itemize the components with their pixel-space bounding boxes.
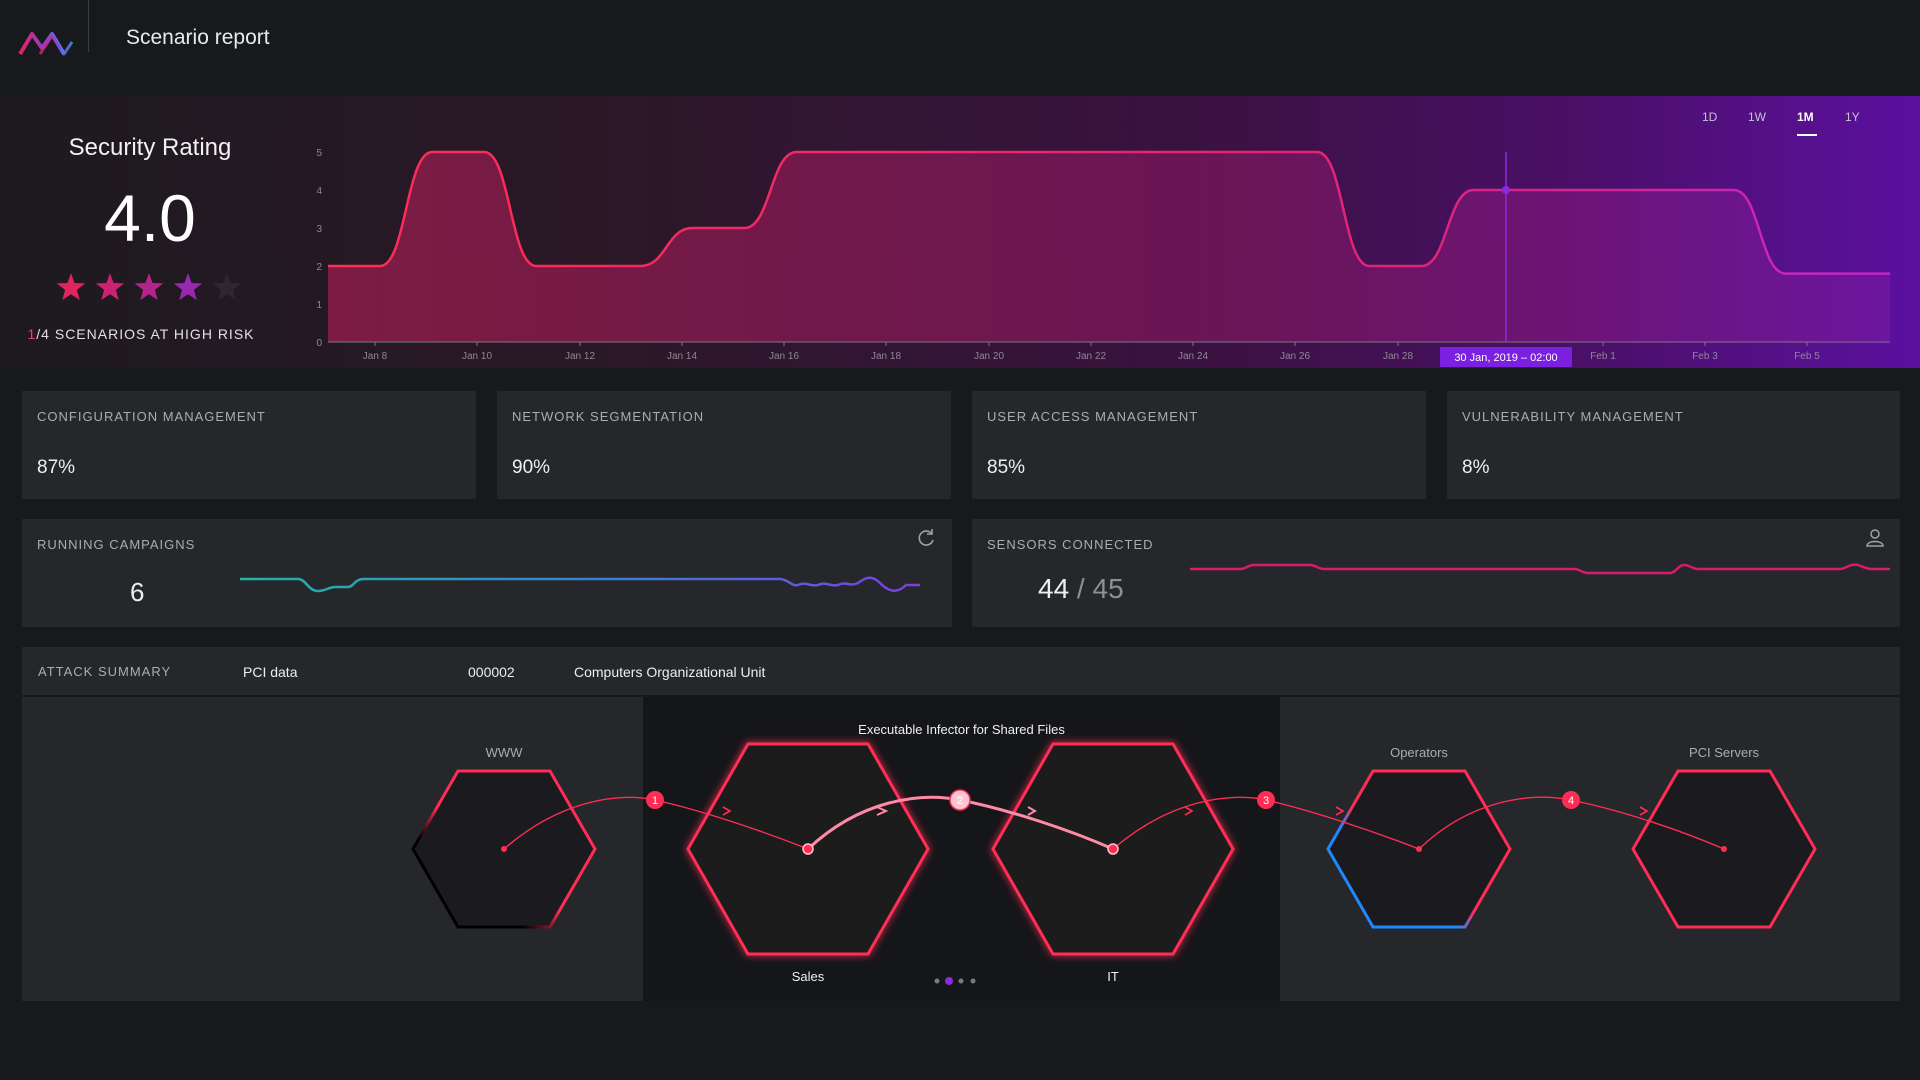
node-label-operators[interactable]: Operators — [1390, 745, 1448, 760]
sensors-label: SENSORS CONNECTED — [987, 537, 1154, 552]
metric-label: VULNERABILITY MANAGEMENT — [1462, 409, 1684, 424]
high-risk-summary: 1/4 SCENARIOS AT HIGH RISK — [0, 326, 282, 342]
attack-graph-left-region — [22, 697, 643, 1001]
y-tick-label: 4 — [316, 186, 322, 197]
top-bar: Scenario report — [0, 0, 1920, 78]
node-label-sales[interactable]: Sales — [791, 969, 825, 984]
campaigns-label: RUNNING CAMPAIGNS — [37, 537, 196, 552]
range-1m[interactable]: 1M — [1797, 110, 1814, 124]
attack-technique-title: Executable Infector for Shared Files — [858, 722, 1065, 737]
range-1d[interactable]: 1D — [1702, 110, 1718, 124]
sensors-sparkline — [1190, 563, 1890, 575]
security-rating-title: Security Rating — [68, 134, 232, 161]
x-tick-label: Jan 18 — [871, 351, 901, 362]
metric-label: USER ACCESS MANAGEMENT — [987, 409, 1199, 424]
x-tick-label: Jan 24 — [1178, 351, 1208, 362]
x-tick-label: Jan 8 — [363, 351, 388, 362]
y-tick-label: 2 — [316, 262, 322, 273]
page-title: Scenario report — [126, 26, 270, 49]
x-tick-label: Feb 1 — [1590, 351, 1616, 362]
y-tick-label: 3 — [316, 224, 322, 235]
running-campaigns-card[interactable]: RUNNING CAMPAIGNS 6 — [22, 519, 952, 627]
range-1y[interactable]: 1Y — [1845, 110, 1860, 124]
metric-card-vulnerability[interactable]: VULNERABILITY MANAGEMENT 8% — [1447, 391, 1900, 499]
star-empty-icon — [212, 273, 242, 301]
y-tick-label: 5 — [316, 148, 322, 159]
campaigns-sparkline — [240, 576, 920, 593]
x-tick-label: Jan 28 — [1383, 351, 1413, 362]
range-1w[interactable]: 1W — [1748, 110, 1766, 124]
sensors-connected-count: 44 — [1038, 573, 1070, 604]
x-tick-label: Feb 3 — [1692, 351, 1718, 362]
chart-tooltip — [1440, 347, 1572, 367]
chart-tooltip-text: 30 Jan, 2019 – 02:00 — [1454, 352, 1557, 364]
star-filled-icon — [173, 273, 203, 301]
high-risk-text: /4 SCENARIOS AT HIGH RISK — [36, 326, 255, 342]
attack-unit[interactable]: Computers Organizational Unit — [574, 664, 766, 680]
node-label-pci-servers[interactable]: PCI Servers — [1688, 745, 1760, 760]
metric-card-user-access[interactable]: USER ACCESS MANAGEMENT 85% — [972, 391, 1426, 499]
star-filled-icon — [56, 273, 86, 301]
metric-value: 8% — [1462, 457, 1490, 478]
metric-label: CONFIGURATION MANAGEMENT — [37, 409, 266, 424]
security-rating-value: 4.0 — [104, 181, 196, 255]
rating-stars — [56, 273, 242, 301]
attack-summary-label: ATTACK SUMMARY — [38, 664, 172, 679]
star-filled-icon — [95, 273, 125, 301]
range-active-indicator — [1797, 134, 1817, 136]
chart-cursor-dot — [1502, 186, 1510, 194]
x-tick-label: Jan 16 — [769, 351, 799, 362]
campaigns-value: 6 — [130, 577, 145, 607]
rating-line — [328, 150, 1890, 275]
brand-logo-icon[interactable] — [18, 24, 74, 58]
sensors-separator: / — [1069, 573, 1093, 604]
x-tick-label: Jan 26 — [1280, 351, 1310, 362]
sensors-total-count: 45 — [1092, 573, 1124, 604]
attack-graph-focus-region — [643, 697, 1280, 1001]
attack-target[interactable]: PCI data — [243, 664, 298, 680]
security-rating-chart[interactable]: 0 1 2 3 4 5 Jan 8 Jan 10 Jan 12 Jan 14 Jan 16 Jan 1… — [300, 140, 1900, 368]
metric-card-network[interactable]: NETWORK SEGMENTATION 90% — [497, 391, 951, 499]
node-label-it[interactable]: IT — [1107, 969, 1119, 984]
user-icon[interactable] — [1864, 527, 1886, 549]
attack-summary-bar: ATTACK SUMMARY PCI data 000002 Computers… — [22, 647, 1900, 695]
x-tick-label: Jan 12 — [565, 351, 595, 362]
node-label-www[interactable]: WWW — [485, 745, 523, 760]
x-tick-label: Jan 22 — [1076, 351, 1106, 362]
metric-value: 90% — [512, 457, 551, 478]
metric-card-configuration[interactable]: CONFIGURATION MANAGEMENT 87% — [22, 391, 476, 499]
header-divider — [88, 0, 89, 52]
x-tick-label: Jan 14 — [667, 351, 697, 362]
x-tick-label: Jan 20 — [974, 351, 1004, 362]
y-tick-label: 0 — [316, 338, 322, 349]
metric-value: 85% — [987, 457, 1026, 478]
x-tick-label: Feb 5 — [1794, 351, 1820, 362]
sensors-connected-card[interactable]: SENSORS CONNECTED 44 / 45 — [972, 519, 1900, 627]
refresh-icon[interactable] — [915, 527, 937, 549]
rating-area — [328, 152, 1890, 342]
metric-value: 87% — [37, 457, 76, 478]
attack-id: 000002 — [468, 664, 515, 680]
attack-graph-right-region — [1280, 697, 1900, 1001]
sensors-value: 44 / 45 — [1038, 573, 1124, 605]
high-risk-count: 1 — [27, 326, 37, 342]
y-tick-label: 1 — [316, 300, 322, 311]
star-filled-icon — [134, 273, 164, 301]
metric-label: NETWORK SEGMENTATION — [512, 409, 705, 424]
x-tick-label: Jan 10 — [462, 351, 492, 362]
